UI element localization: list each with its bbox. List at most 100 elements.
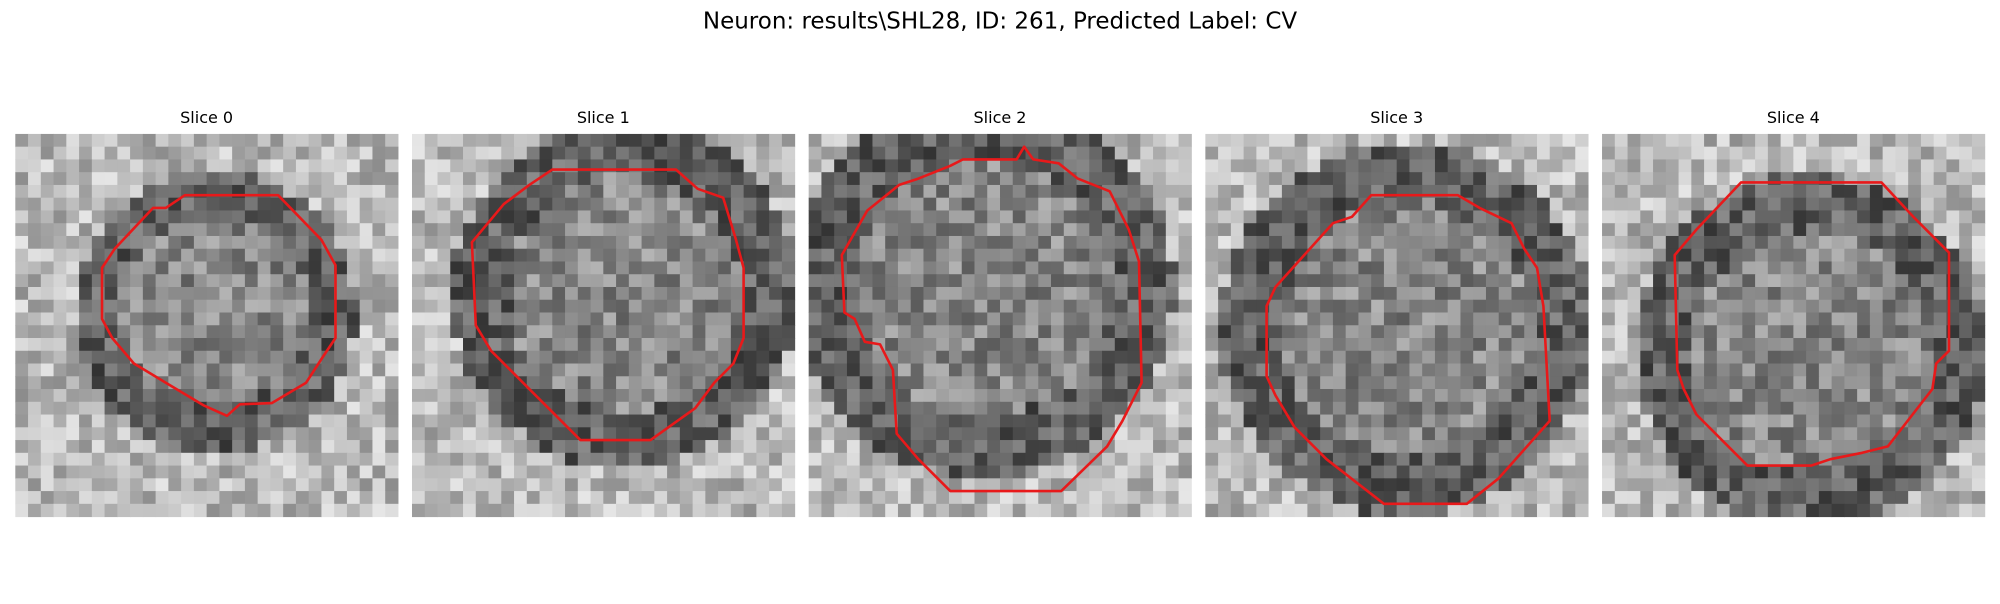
pixel bbox=[743, 478, 757, 492]
pixel bbox=[1153, 465, 1167, 479]
pixel bbox=[1000, 235, 1014, 250]
pixel bbox=[1536, 478, 1551, 492]
pixel bbox=[1767, 133, 1782, 148]
pixel bbox=[1153, 491, 1167, 505]
pixel bbox=[514, 286, 528, 301]
pixel bbox=[1691, 376, 1705, 390]
pixel bbox=[283, 223, 297, 237]
pixel bbox=[1908, 312, 1922, 326]
pixel bbox=[1063, 261, 1078, 275]
pixel bbox=[1447, 338, 1461, 352]
pixel bbox=[1729, 133, 1743, 148]
pixel bbox=[142, 478, 157, 492]
pixel bbox=[1895, 363, 1909, 377]
pixel bbox=[654, 440, 668, 454]
pixel bbox=[834, 286, 848, 301]
pixel bbox=[1882, 235, 1896, 250]
pixel bbox=[1076, 274, 1090, 288]
pixel bbox=[244, 503, 259, 518]
pixel bbox=[1498, 312, 1512, 326]
pixel bbox=[1063, 197, 1078, 211]
pixel bbox=[705, 312, 719, 326]
pixel bbox=[53, 159, 67, 173]
pixel bbox=[1920, 146, 1935, 160]
pixel bbox=[181, 197, 195, 211]
pixel bbox=[463, 440, 477, 454]
pixel bbox=[15, 363, 29, 377]
pixel bbox=[1704, 274, 1718, 288]
pixel bbox=[872, 248, 886, 262]
pixel bbox=[1178, 376, 1192, 390]
pixel bbox=[1178, 235, 1192, 250]
pixel bbox=[1089, 440, 1103, 454]
pixel bbox=[1218, 325, 1232, 339]
pixel bbox=[756, 389, 770, 403]
pixel bbox=[705, 235, 719, 250]
pixel bbox=[437, 274, 451, 288]
pixel bbox=[1230, 440, 1245, 454]
pixel bbox=[1320, 401, 1334, 416]
pixel bbox=[539, 389, 553, 403]
pixel bbox=[1140, 389, 1154, 403]
pixel bbox=[1089, 414, 1103, 428]
pixel bbox=[910, 197, 924, 211]
pixel bbox=[1422, 465, 1436, 479]
pixel bbox=[463, 184, 477, 199]
pixel bbox=[1434, 440, 1449, 454]
pixel bbox=[1716, 197, 1731, 211]
pixel bbox=[1498, 338, 1512, 352]
pixel bbox=[552, 338, 566, 352]
pixel bbox=[552, 427, 566, 441]
pixel bbox=[1396, 146, 1410, 160]
pixel bbox=[1063, 389, 1078, 403]
pixel bbox=[1895, 223, 1909, 237]
pixel bbox=[641, 223, 655, 237]
pixel bbox=[283, 491, 297, 505]
pixel bbox=[385, 478, 399, 492]
pixel bbox=[1473, 452, 1487, 467]
pixel bbox=[1320, 261, 1334, 275]
pixel bbox=[872, 363, 886, 377]
pixel bbox=[334, 350, 348, 365]
pixel bbox=[1793, 401, 1807, 416]
pixel bbox=[1332, 389, 1347, 403]
pixel bbox=[244, 440, 259, 454]
pixel bbox=[181, 427, 195, 441]
pixel bbox=[654, 299, 668, 313]
pixel bbox=[936, 248, 950, 262]
pixel bbox=[346, 235, 361, 250]
pixel bbox=[603, 133, 617, 148]
pixel bbox=[641, 452, 655, 467]
pixel bbox=[193, 159, 208, 173]
pixel bbox=[1178, 312, 1192, 326]
pixel bbox=[885, 210, 899, 224]
pixel bbox=[1153, 325, 1167, 339]
pixel bbox=[718, 376, 732, 390]
pixel bbox=[1178, 491, 1192, 505]
pixel bbox=[923, 350, 937, 365]
pixel bbox=[1383, 146, 1398, 160]
pixel bbox=[679, 299, 694, 313]
pixel bbox=[1256, 235, 1270, 250]
pixel bbox=[565, 184, 579, 199]
pixel bbox=[346, 312, 361, 326]
pixel bbox=[1332, 274, 1347, 288]
pixel bbox=[475, 478, 490, 492]
pixel bbox=[1524, 159, 1538, 173]
pixel bbox=[257, 414, 271, 428]
pixel bbox=[539, 376, 553, 390]
pixel bbox=[1882, 465, 1896, 479]
pixel bbox=[781, 197, 796, 211]
pixel bbox=[1473, 478, 1487, 492]
pixel bbox=[1933, 465, 1947, 479]
pixel bbox=[206, 478, 220, 492]
pixel bbox=[15, 235, 29, 250]
pixel bbox=[1447, 363, 1461, 377]
pixel bbox=[616, 478, 630, 492]
pixel bbox=[846, 325, 861, 339]
pixel bbox=[808, 223, 822, 237]
pixel bbox=[130, 427, 144, 441]
pixel bbox=[411, 401, 426, 416]
pixel bbox=[1640, 363, 1654, 377]
pixel bbox=[1716, 312, 1731, 326]
